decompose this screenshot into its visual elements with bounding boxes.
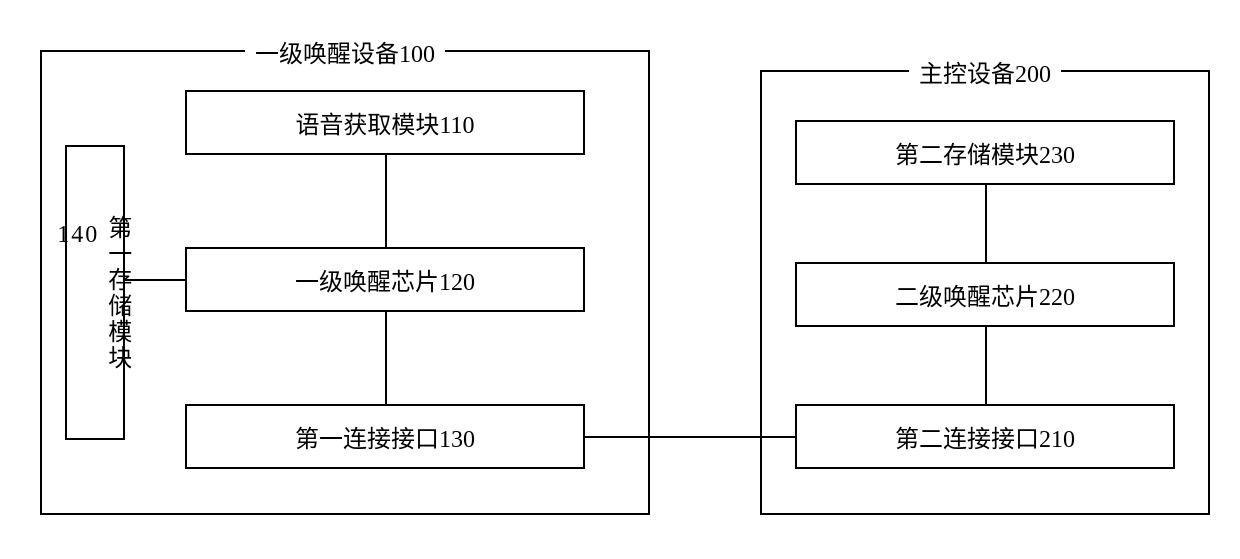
second-storage-label: 第二存储模块230 [895, 135, 1075, 170]
l2-wake-chip-label: 二级唤醒芯片220 [895, 277, 1075, 312]
connector-line [125, 279, 185, 281]
voice-acquire-label: 语音获取模块110 [295, 105, 474, 140]
first-storage-label-chars: 第一存储模块 [104, 215, 130, 371]
inter-group-connector [585, 436, 795, 438]
first-storage-label: 第一存储模块 140 [57, 215, 133, 371]
connector-line [985, 185, 987, 262]
first-connection-label: 第一连接接口130 [295, 419, 475, 454]
l1-wake-chip-module: 一级唤醒芯片120 [185, 247, 585, 312]
l1-wake-chip-label: 一级唤醒芯片120 [295, 262, 475, 297]
second-storage-module: 第二存储模块230 [795, 120, 1175, 185]
connector-line [985, 327, 987, 404]
first-connection-module: 第一连接接口130 [185, 404, 585, 469]
connector-line [385, 312, 387, 404]
connector-line [385, 155, 387, 247]
first-storage-label-num: 140 [57, 219, 99, 253]
right-device-title: 主控设备200 [909, 54, 1061, 89]
left-device-title: 一级唤醒设备100 [245, 34, 445, 69]
second-connection-label: 第二连接接口210 [895, 419, 1075, 454]
first-storage-module: 第一存储模块 140 [65, 145, 125, 440]
voice-acquire-module: 语音获取模块110 [185, 90, 585, 155]
l2-wake-chip-module: 二级唤醒芯片220 [795, 262, 1175, 327]
second-connection-module: 第二连接接口210 [795, 404, 1175, 469]
